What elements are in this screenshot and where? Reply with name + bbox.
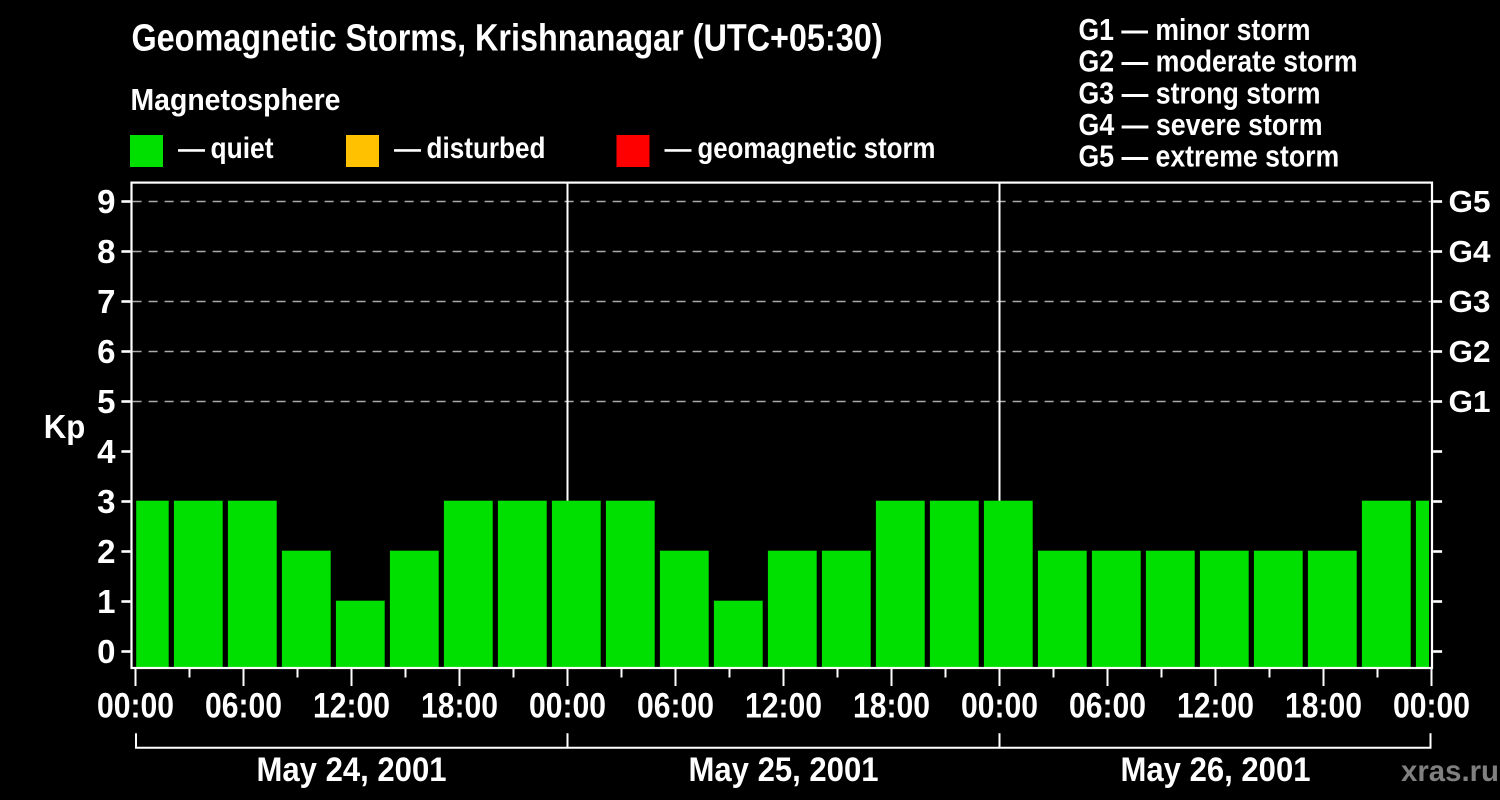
- svg-text:12:00: 12:00: [745, 687, 822, 726]
- svg-text:May 25, 2001: May 25, 2001: [689, 751, 879, 789]
- svg-text:06:00: 06:00: [205, 687, 282, 726]
- svg-text:Kp: Kp: [44, 408, 86, 445]
- svg-text:00:00: 00:00: [529, 687, 606, 726]
- svg-text:G4: G4: [1449, 234, 1492, 269]
- svg-text:G1: G1: [1449, 384, 1491, 419]
- svg-text:06:00: 06:00: [637, 687, 714, 726]
- svg-text:2: 2: [97, 533, 115, 570]
- svg-text:4: 4: [97, 433, 116, 470]
- svg-text:geomagnetic storm: geomagnetic storm: [698, 132, 936, 165]
- svg-text:G4 — severe storm: G4 — severe storm: [1079, 108, 1323, 142]
- svg-text:G5: G5: [1449, 184, 1491, 219]
- svg-text:18:00: 18:00: [1285, 687, 1362, 726]
- svg-text:6: 6: [97, 333, 115, 370]
- svg-text:00:00: 00:00: [97, 687, 174, 726]
- svg-text:0: 0: [97, 633, 115, 670]
- svg-text:1: 1: [97, 583, 115, 620]
- svg-text:G3 — strong storm: G3 — strong storm: [1079, 76, 1321, 110]
- svg-text:Magnetosphere: Magnetosphere: [131, 82, 341, 117]
- svg-text:3: 3: [97, 483, 115, 520]
- svg-text:00:00: 00:00: [1393, 687, 1470, 726]
- svg-text:18:00: 18:00: [853, 687, 930, 726]
- svg-text:xras.ru: xras.ru: [1401, 755, 1499, 788]
- svg-text:8: 8: [97, 233, 115, 270]
- svg-text:Geomagnetic Storms, Krishnanag: Geomagnetic Storms, Krishnanagar (UTC+05…: [132, 18, 883, 60]
- svg-text:G2: G2: [1449, 334, 1491, 369]
- svg-text:May 24, 2001: May 24, 2001: [257, 751, 447, 789]
- svg-text:quiet: quiet: [211, 132, 274, 165]
- svg-text:7: 7: [97, 283, 115, 320]
- svg-text:12:00: 12:00: [313, 687, 390, 726]
- svg-text:18:00: 18:00: [421, 687, 498, 726]
- svg-text:12:00: 12:00: [1177, 687, 1254, 726]
- svg-text:G1 — minor storm: G1 — minor storm: [1079, 13, 1311, 47]
- svg-text:00:00: 00:00: [961, 687, 1038, 726]
- svg-text:G2 — moderate storm: G2 — moderate storm: [1079, 45, 1358, 79]
- svg-text:06:00: 06:00: [1069, 687, 1146, 726]
- svg-text:May 26, 2001: May 26, 2001: [1121, 751, 1311, 789]
- svg-text:disturbed: disturbed: [427, 132, 546, 165]
- svg-text:G5 — extreme storm: G5 — extreme storm: [1079, 140, 1340, 174]
- svg-text:9: 9: [97, 183, 115, 220]
- svg-text:G3: G3: [1449, 284, 1491, 319]
- svg-text:5: 5: [97, 383, 115, 420]
